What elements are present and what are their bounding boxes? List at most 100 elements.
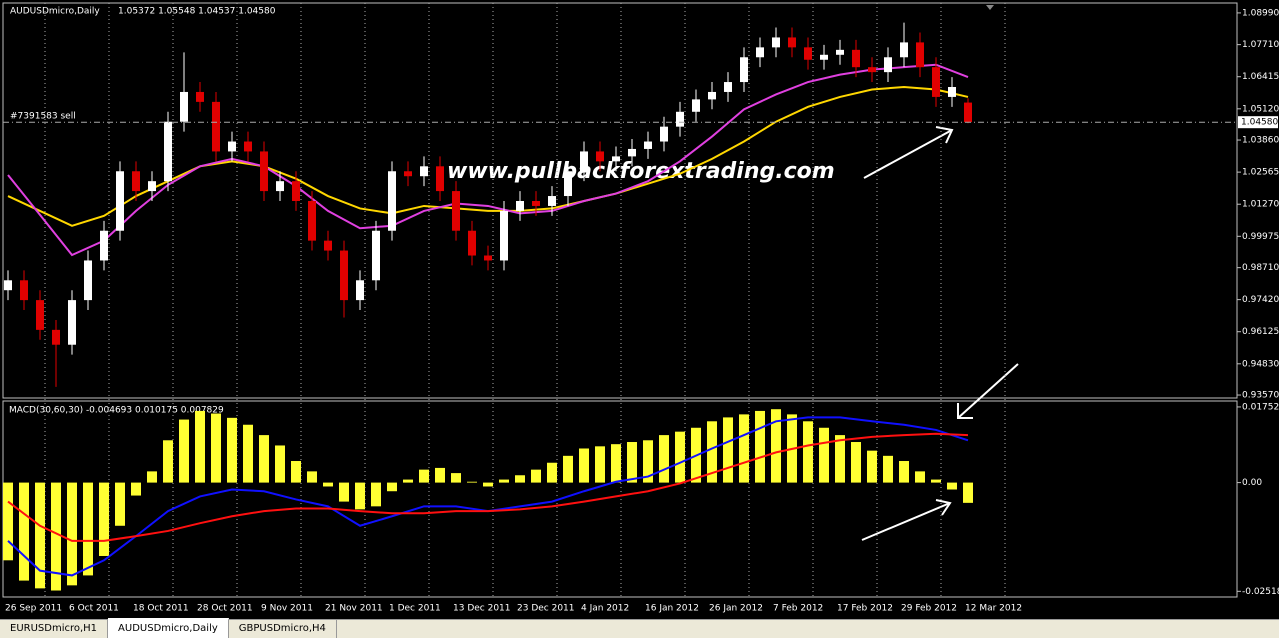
histogram-bar [403, 479, 413, 483]
histogram-bar [163, 440, 173, 483]
y-tick-label: 0.97420 [1242, 295, 1279, 305]
histogram-bar [611, 444, 621, 483]
y-tick-label: 0.99975 [1242, 232, 1279, 242]
candle-body [84, 260, 92, 301]
candle-body [628, 148, 636, 157]
histogram-bar [851, 442, 861, 483]
candle-body [756, 47, 764, 58]
candle-body [36, 300, 44, 330]
histogram-bar [627, 442, 637, 483]
candle-body [660, 126, 668, 142]
histogram-bar [739, 414, 749, 483]
histogram-bar [483, 482, 493, 487]
macd-title: MACD(30,60,30) -0.004693 0.010175 0.0078… [9, 406, 224, 416]
histogram-bar [707, 421, 717, 483]
histogram-bar [675, 431, 685, 483]
watermark: www.pullbackforextrading.com [447, 159, 835, 184]
candle-body [964, 102, 972, 123]
candle-body [596, 151, 604, 162]
candle-body [404, 171, 412, 177]
histogram-bar [755, 410, 765, 483]
chart-tab[interactable]: AUDUSDmicro,Daily [108, 618, 229, 638]
histogram-bar [323, 482, 333, 487]
candle-body [420, 166, 428, 177]
candle-body [932, 67, 940, 97]
candle-body [868, 67, 876, 73]
candle-body [148, 181, 156, 192]
candle-body [436, 166, 444, 192]
candle-body [612, 156, 620, 162]
histogram-bar [259, 435, 269, 483]
arrow-head [957, 403, 973, 419]
shift-marker [986, 5, 994, 10]
histogram-bar [147, 471, 157, 483]
histogram-bar [579, 448, 589, 483]
histogram-bar [515, 475, 525, 483]
tab-bar: EURUSDmicro,H1 AUDUSDmicro,Daily GBPUSDmic… [0, 618, 1279, 638]
candle-body [532, 200, 540, 206]
histogram-bar [355, 482, 365, 510]
candle-body [676, 111, 684, 127]
y-tick-label: 0.017523 [1242, 402, 1279, 412]
histogram-bar [915, 471, 925, 483]
candle-body [788, 37, 796, 48]
histogram-bar [211, 413, 221, 483]
chart-tab[interactable]: EURUSDmicro,H1 [0, 620, 109, 638]
candle-body [356, 280, 364, 301]
histogram-bar [99, 482, 109, 556]
candle-body [500, 210, 508, 261]
histogram-bar [131, 482, 141, 496]
candle-body [20, 280, 28, 301]
terminal-chart: AUDUSDmicro,Daily 1.05372 1.05548 1.0453… [2, 2, 1279, 614]
x-tick-label: 23 Dec 2011 [517, 604, 575, 614]
x-tick-label: 16 Jan 2012 [645, 604, 699, 614]
histogram-bar [291, 461, 301, 483]
candle-body [516, 200, 524, 211]
y-tick-label: 1.02565 [1242, 168, 1279, 178]
y-tick-label: 1.06415 [1242, 72, 1279, 82]
histogram-bar [83, 482, 93, 576]
price-panel [2, 2, 1238, 399]
candle-body [548, 196, 556, 206]
y-tick-label: 1.01270 [1242, 200, 1279, 210]
candle-body [196, 91, 204, 102]
histogram-bar [803, 421, 813, 483]
x-tick-label: 29 Feb 2012 [901, 604, 957, 614]
y-tick-label: -0.02518 [1242, 587, 1279, 597]
chart-tab[interactable]: GBPUSDmicro,H4 [229, 620, 337, 638]
x-tick-label: 28 Oct 2011 [197, 604, 253, 614]
candle-body [708, 91, 716, 100]
histogram-bar [419, 469, 429, 483]
candle-body [484, 255, 492, 261]
y-tick-label: 1.07710 [1242, 40, 1279, 50]
candle-body [244, 141, 252, 152]
candle-body [4, 280, 12, 291]
candle-body [100, 230, 108, 261]
histogram-bar [899, 461, 909, 483]
y-tick-label: 0.93570 [1242, 391, 1279, 401]
candle-body [772, 37, 780, 48]
histogram-bar [275, 445, 285, 483]
order-label: #7391583 sell [10, 112, 76, 122]
candle-body [388, 171, 396, 231]
x-tick-label: 7 Feb 2012 [773, 604, 823, 614]
x-tick-label: 12 Mar 2012 [965, 604, 1022, 614]
histogram-bar [835, 435, 845, 483]
price-label: 1.04580 [1241, 118, 1278, 128]
x-tick-label: 26 Jan 2012 [709, 604, 763, 614]
histogram-bar [963, 482, 973, 503]
histogram-bar [531, 469, 541, 483]
x-tick-label: 1 Dec 2011 [389, 604, 441, 614]
histogram-bar [243, 424, 253, 483]
y-tick-label: 0.98710 [1242, 263, 1279, 273]
histogram-bar [595, 446, 605, 483]
chart-title: AUDUSDmicro,Daily [10, 7, 100, 17]
y-tick-label: 0.94830 [1242, 359, 1279, 369]
histogram-bar [947, 482, 957, 490]
candle-body [916, 42, 924, 68]
histogram-bar [819, 427, 829, 483]
y-tick-label: 0.00 [1242, 478, 1262, 488]
x-tick-label: 9 Nov 2011 [261, 604, 313, 614]
histogram-bar [3, 482, 13, 561]
